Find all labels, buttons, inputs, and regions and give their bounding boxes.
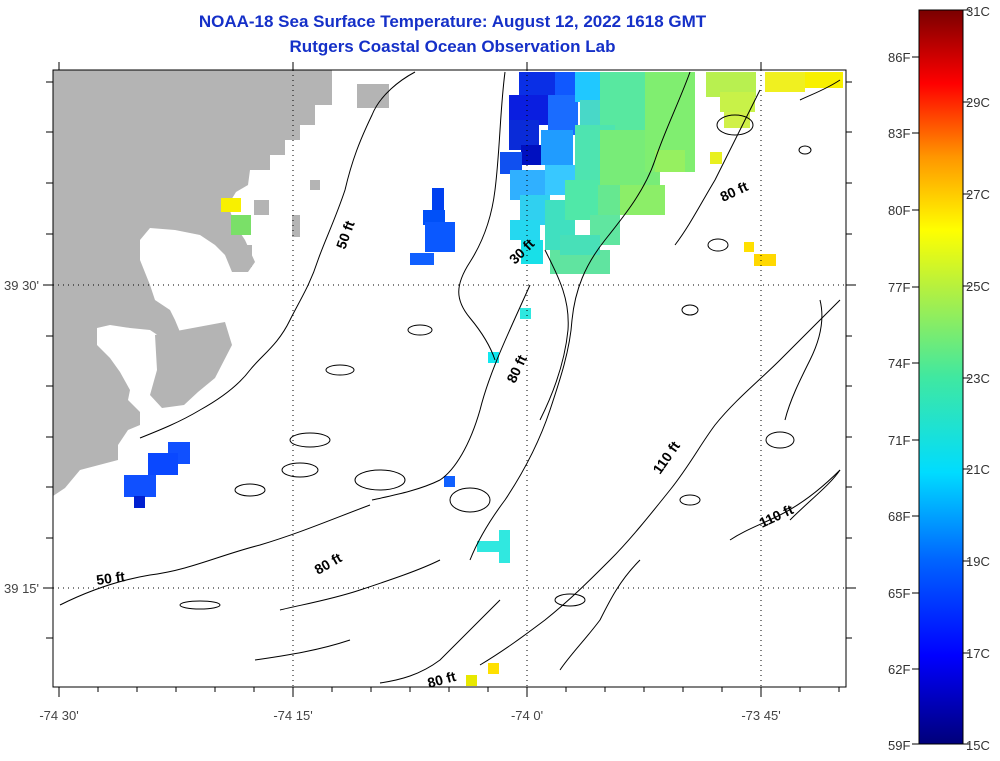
graticule bbox=[53, 70, 846, 687]
contour-label: 80 ft bbox=[426, 668, 458, 691]
sst-pixels bbox=[124, 72, 843, 686]
colorbar-c-label: 23C bbox=[966, 371, 990, 386]
colorbar-f-label: 62F bbox=[888, 662, 910, 677]
lat-label: 39 15' bbox=[4, 581, 39, 596]
colorbar-c-label: 25C bbox=[966, 279, 990, 294]
colorbar-c-label: 19C bbox=[966, 554, 990, 569]
map-title: NOAA-18 Sea Surface Temperature: August … bbox=[198, 12, 707, 31]
colorbar-f-label: 65F bbox=[888, 586, 910, 601]
colorbar-f-label: 71F bbox=[888, 433, 910, 448]
colorbar-f-label: 59F bbox=[888, 738, 910, 753]
colorbar-f-label: 80F bbox=[888, 203, 910, 218]
lon-label: -74 30' bbox=[39, 708, 78, 723]
colorbar-f-label: 74F bbox=[888, 356, 910, 371]
colorbar-c-label: 15C bbox=[966, 738, 990, 753]
colorbar-c-label: 31C bbox=[966, 4, 990, 19]
lat-label: 39 30' bbox=[4, 278, 39, 293]
colorbar-ticks bbox=[912, 9, 970, 745]
colorbar-c-label: 21C bbox=[966, 462, 990, 477]
axis-ticks bbox=[43, 62, 856, 697]
colorbar-f-label: 86F bbox=[888, 50, 910, 65]
map-subtitle: Rutgers Coastal Ocean Observation Lab bbox=[289, 37, 616, 56]
colorbar-f-label: 83F bbox=[888, 126, 910, 141]
colorbar-c-label: 27C bbox=[966, 187, 990, 202]
lon-label: -73 45' bbox=[741, 708, 780, 723]
lon-label: -74 0' bbox=[511, 708, 543, 723]
colorbar-c-label: 29C bbox=[966, 95, 990, 110]
depth-contours bbox=[59, 71, 841, 684]
colorbar bbox=[918, 9, 964, 745]
lon-label: -74 15' bbox=[273, 708, 312, 723]
colorbar-f-label: 77F bbox=[888, 280, 910, 295]
colorbar-f-label: 68F bbox=[888, 509, 910, 524]
contour-label: 50 ft bbox=[95, 568, 126, 588]
colorbar-c-label: 17C bbox=[966, 646, 990, 661]
